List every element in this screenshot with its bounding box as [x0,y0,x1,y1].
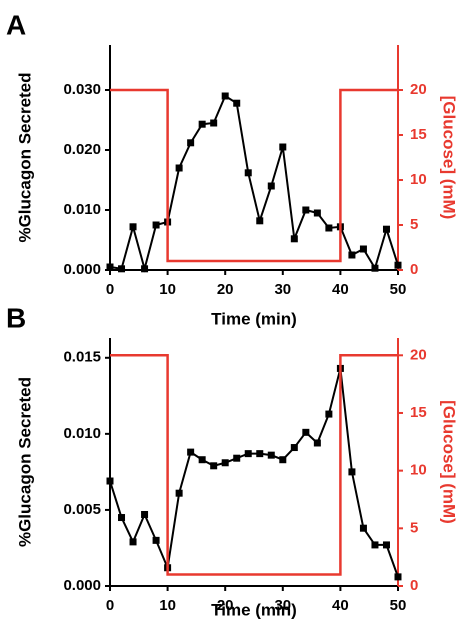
y-tick-label: 0.020 [63,141,101,158]
marker [118,514,126,522]
marker [256,450,264,458]
y2-tick-label: 10 [410,171,427,188]
x-tick-label: 40 [332,281,349,298]
y2-tick-label: 15 [410,404,427,421]
x-tick-label: 50 [390,597,407,614]
marker [198,120,206,128]
marker [382,541,390,549]
marker [256,217,264,225]
marker [267,451,275,459]
y-tick-label: 0.005 [63,501,101,518]
y2-tick-label: 0 [410,261,418,278]
marker [175,164,183,172]
marker [129,223,137,231]
x-tick-label: 30 [274,281,291,298]
x-tick-label: 0 [106,281,114,298]
marker [244,450,252,458]
marker [210,119,218,127]
marker [290,235,298,243]
x-tick-label: 50 [390,281,407,298]
x-axis-label: Time (min) [211,309,297,328]
marker [313,439,321,447]
x-axis-label: Time (min) [211,600,297,619]
y-axis-label: %Glucagon Secreted [15,72,34,242]
y2-tick-label: 5 [410,519,418,536]
marker [325,410,333,418]
marker [187,448,195,456]
marker [244,169,252,177]
y2-tick-label: 10 [410,462,427,479]
marker [325,224,333,232]
marker [279,143,287,151]
marker [233,454,241,462]
y-axis-label: %Glucagon Secreted [15,377,34,547]
marker [221,459,229,467]
y2-tick-label: 15 [410,126,427,143]
marker [141,510,149,518]
marker [394,261,402,269]
series-line [110,88,398,263]
x-tick-label: 20 [217,597,234,614]
marker [302,206,310,214]
marker [175,489,183,497]
marker [198,456,206,464]
y2-tick-label: 0 [410,577,418,594]
y2-tick-label: 20 [410,346,427,363]
marker [187,139,195,147]
marker [129,538,137,546]
x-tick-label: 20 [217,281,234,298]
marker [233,99,241,107]
y-tick-label: 0.015 [63,349,101,366]
panel-label: B [6,302,26,333]
marker [106,263,114,271]
y2-axis-label: [Glucose] (mM) [440,400,459,524]
marker [359,524,367,532]
marker [394,573,402,581]
marker [382,225,390,233]
x-tick-label: 40 [332,597,349,614]
marker [267,182,275,190]
marker [279,456,287,464]
y2-tick-label: 20 [410,81,427,98]
marker [348,251,356,259]
marker [371,541,379,549]
series-line [110,354,398,576]
y-tick-label: 0.010 [63,425,101,442]
x-tick-label: 0 [106,597,114,614]
marker [152,221,160,229]
y-tick-label: 0.010 [63,201,101,218]
y2-tick-label: 5 [410,216,418,233]
marker [106,477,114,485]
marker [313,209,321,217]
marker [152,536,160,544]
y-tick-label: 0.000 [63,577,101,594]
y-tick-label: 0.000 [63,261,101,278]
series-line [109,94,399,273]
marker [118,265,126,273]
marker [221,92,229,100]
y-tick-label: 0.030 [63,81,101,98]
x-tick-label: 10 [159,281,176,298]
y2-axis-label: [Glucose] (mM) [440,96,459,220]
marker [290,444,298,452]
marker [348,468,356,476]
marker [371,264,379,272]
marker [302,428,310,436]
marker [210,462,218,470]
series-line [109,368,399,578]
marker [141,265,149,273]
x-tick-label: 30 [274,597,291,614]
panel-label: A [6,9,26,40]
marker [359,245,367,253]
x-tick-label: 10 [159,597,176,614]
